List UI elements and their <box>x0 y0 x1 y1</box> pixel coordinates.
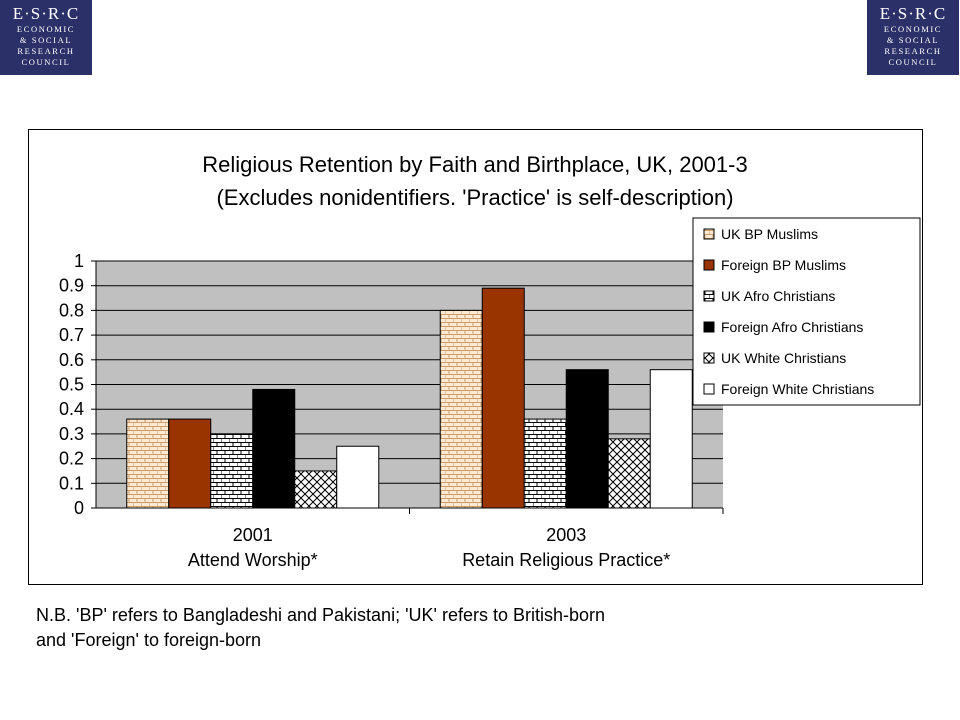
x-category-label: 2001 <box>233 525 273 545</box>
logo-line: & SOCIAL <box>19 35 73 45</box>
logo-line: COUNCIL <box>21 57 71 67</box>
x-category-sublabel: Attend Worship* <box>188 550 318 570</box>
y-tick-label: 0.8 <box>59 300 84 320</box>
logo-line: RESEARCH <box>884 46 942 56</box>
logo-line: ECONOMIC <box>16 24 76 34</box>
legend-label: UK Afro Christians <box>721 288 835 304</box>
chart-frame: Religious Retention by Faith and Birthpl… <box>28 129 923 585</box>
bar-chart: Religious Retention by Faith and Birthpl… <box>59 152 921 570</box>
chart-title: Religious Retention by Faith and Birthpl… <box>202 152 747 177</box>
legend-box <box>692 217 921 406</box>
bar-uk-afro-christians-2003 <box>523 418 567 509</box>
legend: UK BP Muslims Foreign BP Muslims UK Afro C… <box>692 217 921 406</box>
bar-foreign-bp-muslims-2003 <box>481 287 525 509</box>
y-tick-label: 0.3 <box>59 424 84 444</box>
x-category-label: 2003 <box>546 525 586 545</box>
y-tick-label: 0.1 <box>59 473 84 493</box>
chart-subtitle: (Excludes nonidentifiers. 'Practice' is … <box>216 185 733 210</box>
y-tick-label: 0.4 <box>59 399 84 419</box>
logo-line: RESEARCH <box>17 46 75 56</box>
bar-foreign-bp-muslims-2001 <box>168 418 212 509</box>
legend-label: Foreign Afro Christians <box>721 319 863 335</box>
bar-foreign-white-christians-2003 <box>649 369 693 509</box>
y-tick-label: 0.7 <box>59 325 84 345</box>
bar-foreign-afro-christians-2003 <box>565 369 609 509</box>
plot-area: 0 0.1 0.2 0.3 0.4 0.5 0.6 0.7 0.8 0.9 1 2001 Attend … <box>59 251 724 570</box>
legend-label: UK BP Muslims <box>721 226 818 242</box>
footnote-line-2: and 'Foreign' to foreign-born <box>36 630 262 650</box>
legend-swatch <box>703 321 715 333</box>
logo-line: & SOCIAL <box>886 35 940 45</box>
bar-uk-afro-christians-2001 <box>210 433 254 509</box>
legend-swatch <box>703 228 715 240</box>
y-tick-label: 0.5 <box>59 375 84 395</box>
esrc-logo-left: E·S·R·C ECONOMIC & SOCIAL RESEARCH COUNC… <box>0 0 92 75</box>
legend-swatch <box>703 352 715 364</box>
legend-label: Foreign White Christians <box>721 381 874 397</box>
y-tick-label: 1 <box>74 251 84 271</box>
logo-line: E·S·R·C <box>879 4 947 23</box>
esrc-logo-right: E·S·R·C ECONOMIC & SOCIAL RESEARCH COUNC… <box>867 0 959 75</box>
y-tick-label: 0.9 <box>59 276 84 296</box>
legend-label: Foreign BP Muslims <box>721 257 846 273</box>
bar-uk-bp-muslims-2003 <box>439 309 483 509</box>
y-tick-label: 0.2 <box>59 449 84 469</box>
footnote-line-1: N.B. 'BP' refers to Bangladeshi and Paki… <box>36 605 606 625</box>
bar-foreign-white-christians-2001 <box>336 445 380 509</box>
logo-line: E·S·R·C <box>12 4 80 23</box>
logo-line: ECONOMIC <box>883 24 943 34</box>
legend-swatch <box>703 290 715 302</box>
y-tick-label: 0 <box>74 498 84 518</box>
y-tick-label: 0.6 <box>59 350 84 370</box>
bar-uk-white-christians-2001 <box>294 470 338 509</box>
legend-swatch <box>703 383 715 395</box>
bar-foreign-afro-christians-2001 <box>252 388 296 509</box>
bar-uk-bp-muslims-2001 <box>126 418 170 509</box>
legend-label: UK White Christians <box>721 350 846 366</box>
legend-swatch <box>703 259 715 271</box>
footnote: N.B. 'BP' refers to Bangladeshi and Paki… <box>36 603 836 653</box>
logo-line: COUNCIL <box>888 57 938 67</box>
x-category-sublabel: Retain Religious Practice* <box>462 550 670 570</box>
bar-uk-white-christians-2003 <box>607 438 651 509</box>
